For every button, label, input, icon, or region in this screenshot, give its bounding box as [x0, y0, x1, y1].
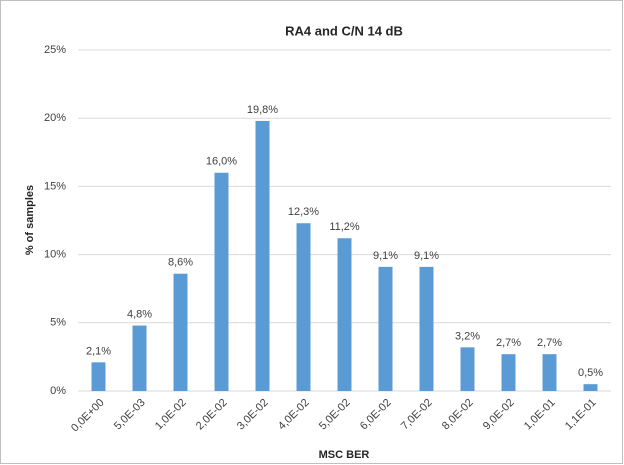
chart-title: RA4 and C/N 14 dB [285, 23, 403, 38]
y-tick-label: 25% [44, 44, 66, 56]
x-axis-label: MSC BER [319, 449, 370, 461]
bar [255, 120, 270, 391]
y-tick-label: 15% [44, 180, 66, 192]
y-tick-label: 10% [44, 249, 66, 261]
bar [173, 273, 188, 391]
value-label: 3,2% [455, 330, 480, 342]
value-label: 12,3% [288, 206, 319, 218]
value-label: 2,1% [86, 345, 111, 357]
bar [132, 325, 147, 391]
value-label: 4,8% [127, 308, 152, 320]
value-label: 11,2% [329, 221, 360, 233]
value-label: 9,1% [373, 250, 398, 262]
y-tick-label: 0% [50, 385, 66, 397]
value-label: 19,8% [247, 104, 278, 116]
bar [583, 384, 598, 391]
value-label: 0,5% [578, 367, 603, 379]
bar [542, 354, 557, 391]
bar [296, 223, 311, 391]
value-label: 8,6% [168, 257, 193, 269]
bar [378, 266, 393, 391]
bar [91, 362, 106, 391]
bar [214, 172, 229, 391]
value-label: 2,7% [537, 337, 562, 349]
bar [337, 238, 352, 391]
value-label: 16,0% [206, 156, 237, 168]
bar [419, 266, 434, 391]
y-axis-label: % of samples [24, 185, 36, 255]
value-label: 2,7% [496, 337, 521, 349]
y-tick-label: 20% [44, 112, 66, 124]
bar [460, 347, 475, 391]
bar [501, 354, 516, 391]
y-tick-label: 5% [50, 317, 66, 329]
value-label: 9,1% [414, 250, 439, 262]
